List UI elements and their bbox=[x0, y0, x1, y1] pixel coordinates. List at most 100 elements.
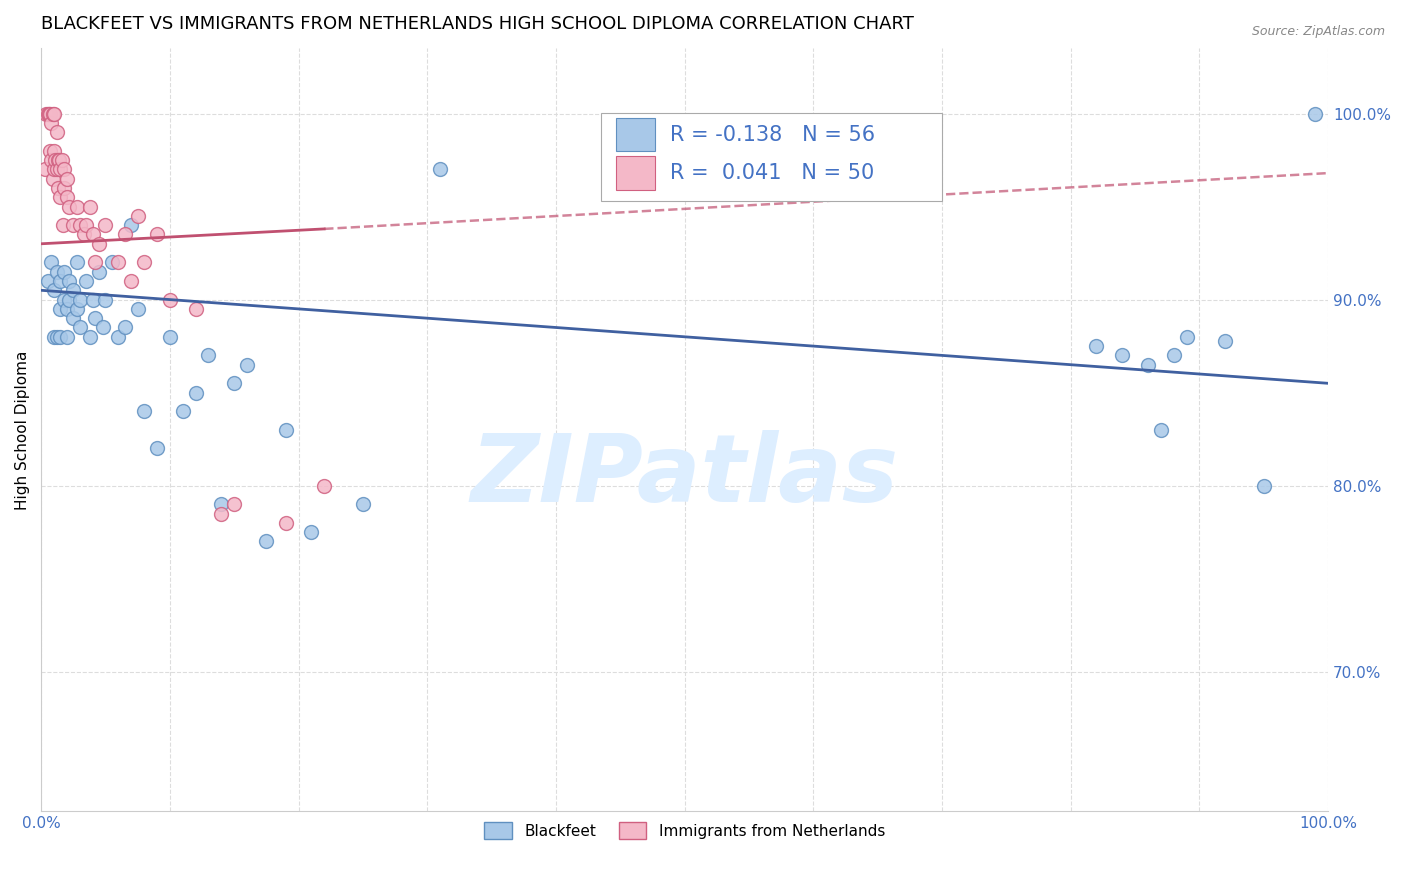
Point bbox=[72, 227, 94, 242]
Point bbox=[58, 293, 80, 307]
Point bbox=[41, 255, 63, 269]
Legend: Blackfeet, Immigrants from Netherlands: Blackfeet, Immigrants from Netherlands bbox=[478, 815, 891, 846]
Point bbox=[184, 385, 207, 400]
Point bbox=[35, 106, 58, 120]
Point bbox=[120, 274, 142, 288]
Point bbox=[127, 209, 149, 223]
Point bbox=[75, 274, 97, 288]
Point bbox=[58, 274, 80, 288]
Point bbox=[56, 190, 79, 204]
Point bbox=[37, 274, 59, 288]
Point bbox=[236, 358, 259, 372]
Text: R =  0.041   N = 50: R = 0.041 N = 50 bbox=[671, 162, 875, 183]
Point bbox=[39, 144, 62, 158]
Point bbox=[352, 497, 374, 511]
Point bbox=[39, 106, 62, 120]
Point bbox=[42, 283, 65, 297]
Point bbox=[49, 301, 72, 316]
Point bbox=[56, 330, 79, 344]
Point bbox=[42, 106, 65, 120]
Point bbox=[1175, 330, 1198, 344]
Point bbox=[58, 200, 80, 214]
Point bbox=[146, 442, 169, 456]
Point bbox=[62, 218, 84, 232]
Point bbox=[53, 162, 76, 177]
Point bbox=[44, 153, 66, 167]
Point bbox=[38, 106, 60, 120]
Point bbox=[53, 265, 76, 279]
Point bbox=[62, 311, 84, 326]
Point bbox=[45, 162, 67, 177]
Point bbox=[53, 293, 76, 307]
Point bbox=[84, 255, 107, 269]
Point bbox=[56, 171, 79, 186]
Point bbox=[79, 330, 101, 344]
Point bbox=[1163, 348, 1185, 362]
Point bbox=[209, 507, 232, 521]
Point bbox=[114, 320, 136, 334]
Point bbox=[75, 218, 97, 232]
Point bbox=[107, 330, 129, 344]
Point bbox=[209, 497, 232, 511]
Point bbox=[53, 181, 76, 195]
Point bbox=[69, 218, 91, 232]
Text: Source: ZipAtlas.com: Source: ZipAtlas.com bbox=[1251, 25, 1385, 38]
Point bbox=[49, 274, 72, 288]
Point bbox=[49, 190, 72, 204]
Point bbox=[87, 265, 110, 279]
Point bbox=[42, 162, 65, 177]
Point bbox=[46, 153, 69, 167]
FancyBboxPatch shape bbox=[616, 118, 655, 152]
Point bbox=[1253, 478, 1275, 492]
Point bbox=[34, 162, 56, 177]
Point bbox=[159, 293, 181, 307]
Point bbox=[41, 106, 63, 120]
Point bbox=[62, 283, 84, 297]
Point bbox=[37, 106, 59, 120]
Point bbox=[1085, 339, 1108, 353]
Point bbox=[94, 218, 117, 232]
Text: BLACKFEET VS IMMIGRANTS FROM NETHERLANDS HIGH SCHOOL DIPLOMA CORRELATION CHART: BLACKFEET VS IMMIGRANTS FROM NETHERLANDS… bbox=[41, 15, 914, 33]
Point bbox=[314, 478, 336, 492]
Point bbox=[46, 181, 69, 195]
FancyBboxPatch shape bbox=[600, 113, 942, 201]
Point bbox=[1213, 334, 1236, 348]
Point bbox=[56, 301, 79, 316]
Point bbox=[41, 171, 63, 186]
Point bbox=[45, 330, 67, 344]
Point bbox=[159, 330, 181, 344]
Point bbox=[42, 330, 65, 344]
Point bbox=[429, 162, 451, 177]
Point bbox=[146, 227, 169, 242]
Point bbox=[42, 144, 65, 158]
Point bbox=[82, 227, 104, 242]
Point bbox=[45, 125, 67, 139]
Point bbox=[41, 153, 63, 167]
Point bbox=[120, 218, 142, 232]
Point bbox=[94, 293, 117, 307]
Point bbox=[84, 311, 107, 326]
Point bbox=[69, 320, 91, 334]
Point bbox=[49, 330, 72, 344]
Point bbox=[197, 348, 219, 362]
Point bbox=[66, 255, 89, 269]
Point bbox=[45, 265, 67, 279]
Point bbox=[132, 404, 155, 418]
Point bbox=[87, 236, 110, 251]
Point bbox=[101, 255, 124, 269]
Point bbox=[299, 525, 322, 540]
FancyBboxPatch shape bbox=[616, 156, 655, 190]
Y-axis label: High School Diploma: High School Diploma bbox=[15, 351, 30, 509]
Point bbox=[91, 320, 114, 334]
Point bbox=[49, 162, 72, 177]
Point bbox=[114, 227, 136, 242]
Point bbox=[48, 153, 70, 167]
Point bbox=[1136, 358, 1159, 372]
Point bbox=[1303, 106, 1326, 120]
Point bbox=[52, 218, 75, 232]
Point bbox=[1111, 348, 1133, 362]
Point bbox=[41, 116, 63, 130]
Point bbox=[66, 301, 89, 316]
Point bbox=[69, 293, 91, 307]
Point bbox=[184, 301, 207, 316]
